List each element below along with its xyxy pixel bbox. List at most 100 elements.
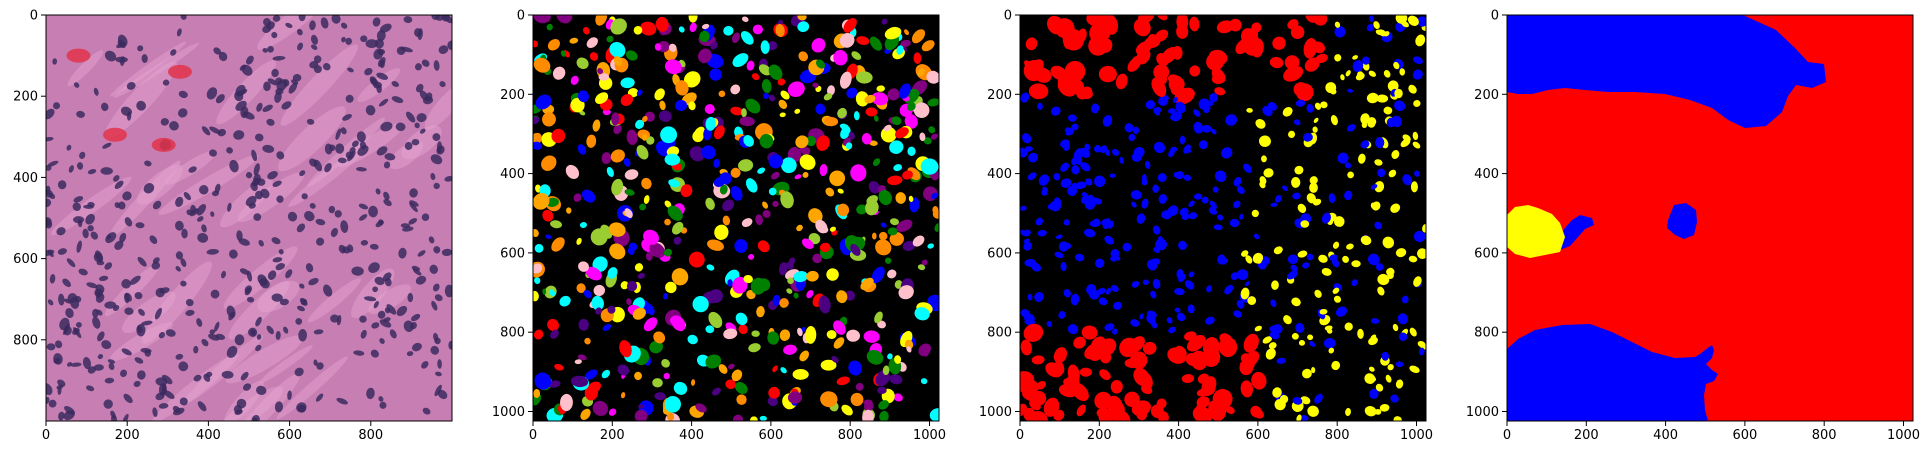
nucleus-instance bbox=[637, 272, 646, 279]
x-tick-label: 0 bbox=[1016, 428, 1024, 443]
nucleus-instance bbox=[743, 135, 754, 147]
nucleus-class bbox=[1392, 323, 1399, 332]
nucleus-class bbox=[1397, 313, 1408, 325]
nucleus-class bbox=[1267, 101, 1278, 111]
nucleus-class bbox=[1323, 338, 1336, 349]
nucleus-instance bbox=[624, 188, 635, 196]
nucleus-instance bbox=[743, 275, 753, 284]
nucleus-class bbox=[1332, 287, 1340, 294]
nucleus-instance bbox=[643, 229, 659, 245]
nucleus-instance bbox=[885, 257, 892, 264]
nucleus-instance bbox=[746, 60, 755, 71]
nucleus-instance bbox=[639, 203, 647, 211]
nucleus bbox=[335, 128, 342, 140]
nucleus bbox=[306, 118, 315, 125]
nucleus-instance bbox=[779, 112, 786, 118]
nucleus bbox=[126, 111, 132, 121]
nucleus-class bbox=[1212, 388, 1233, 409]
nucleus bbox=[70, 362, 82, 367]
nucleus-instance bbox=[610, 18, 627, 35]
nucleus-instance bbox=[772, 200, 779, 208]
nucleus bbox=[351, 266, 364, 276]
nucleus-class bbox=[1110, 379, 1123, 394]
nucleus-instance bbox=[889, 374, 903, 385]
nucleus bbox=[104, 50, 117, 62]
nucleus-instance bbox=[688, 251, 705, 268]
nucleus bbox=[428, 236, 435, 244]
nucleus-instance bbox=[678, 26, 685, 33]
nucleus bbox=[342, 114, 352, 121]
nucleus bbox=[299, 283, 305, 289]
nucleus-instance bbox=[731, 32, 740, 43]
nucleus-class bbox=[1236, 269, 1249, 280]
nucleus-instance bbox=[866, 349, 884, 365]
nucleus-class bbox=[1174, 288, 1185, 296]
nucleus-instance bbox=[591, 295, 604, 311]
nucleus bbox=[250, 182, 258, 192]
nucleus bbox=[373, 300, 379, 309]
nucleus-instance bbox=[751, 330, 760, 337]
nucleus bbox=[315, 393, 324, 402]
nucleus-class bbox=[1307, 405, 1319, 417]
nucleus-class bbox=[1362, 56, 1370, 65]
nucleus-class bbox=[1418, 347, 1425, 356]
nucleus bbox=[85, 213, 95, 225]
nucleus bbox=[320, 17, 329, 29]
nucleus-instance bbox=[714, 224, 729, 240]
nucleus bbox=[336, 397, 348, 405]
nucleus-class bbox=[1302, 262, 1310, 269]
x-tick-label: 400 bbox=[679, 428, 704, 443]
nucleus-class bbox=[1272, 387, 1282, 398]
nucleus-instance bbox=[689, 146, 705, 162]
nucleus bbox=[384, 278, 392, 287]
nucleus-class bbox=[1020, 309, 1031, 318]
nucleus-instance bbox=[653, 331, 666, 344]
nucleus-instance bbox=[917, 264, 926, 271]
nucleus-class bbox=[1132, 126, 1140, 135]
nucleus bbox=[124, 217, 133, 227]
nucleus-instance bbox=[889, 232, 904, 246]
nucleus bbox=[371, 322, 380, 329]
nucleus-instance bbox=[856, 204, 868, 215]
nucleus-class bbox=[1253, 233, 1260, 240]
nucleus-class bbox=[1055, 234, 1063, 240]
nucleus-instance bbox=[701, 23, 710, 30]
nucleus-instance bbox=[837, 188, 844, 194]
instance-mask-nuclei bbox=[533, 15, 939, 421]
nucleus bbox=[47, 299, 54, 306]
nucleus-instance bbox=[775, 23, 785, 37]
nucleus-instance bbox=[718, 90, 726, 98]
nucleus-class bbox=[1202, 105, 1211, 111]
nucleus bbox=[309, 61, 319, 69]
nucleus-instance bbox=[570, 97, 585, 113]
nucleus-instance bbox=[881, 18, 888, 25]
nucleus-instance bbox=[635, 119, 645, 129]
nucleus-class bbox=[1283, 315, 1292, 325]
nucleus-instance bbox=[534, 372, 552, 390]
nucleus-class bbox=[1391, 150, 1400, 159]
nucleus-instance bbox=[694, 126, 705, 138]
nucleus-instance bbox=[593, 284, 606, 297]
nucleus bbox=[417, 28, 423, 41]
he-image-panel: 0 200 400 600 800 0 200 400 600 800 bbox=[13, 9, 453, 443]
nucleus-instance bbox=[863, 330, 880, 343]
nucleus bbox=[347, 67, 354, 73]
nucleus-instance bbox=[750, 277, 766, 295]
nucleus-class bbox=[1292, 192, 1301, 200]
nucleus-class bbox=[1306, 193, 1317, 204]
region-blue-top bbox=[1507, 15, 1826, 128]
nucleus bbox=[448, 340, 452, 350]
nucleus-instance bbox=[734, 239, 748, 253]
nucleus bbox=[141, 54, 148, 63]
nucleus-class bbox=[1328, 347, 1335, 354]
nucleus-instance bbox=[602, 324, 612, 331]
nucleus-instance bbox=[926, 70, 939, 84]
nucleus bbox=[186, 209, 193, 216]
nucleus-instance bbox=[738, 159, 754, 172]
nucleus-class bbox=[1304, 57, 1320, 72]
nucleus-class bbox=[1202, 348, 1221, 367]
nucleus-instance bbox=[701, 145, 716, 160]
nucleus-instance bbox=[872, 158, 881, 167]
nucleus-instance bbox=[719, 184, 728, 195]
nucleus-class bbox=[1259, 176, 1267, 185]
